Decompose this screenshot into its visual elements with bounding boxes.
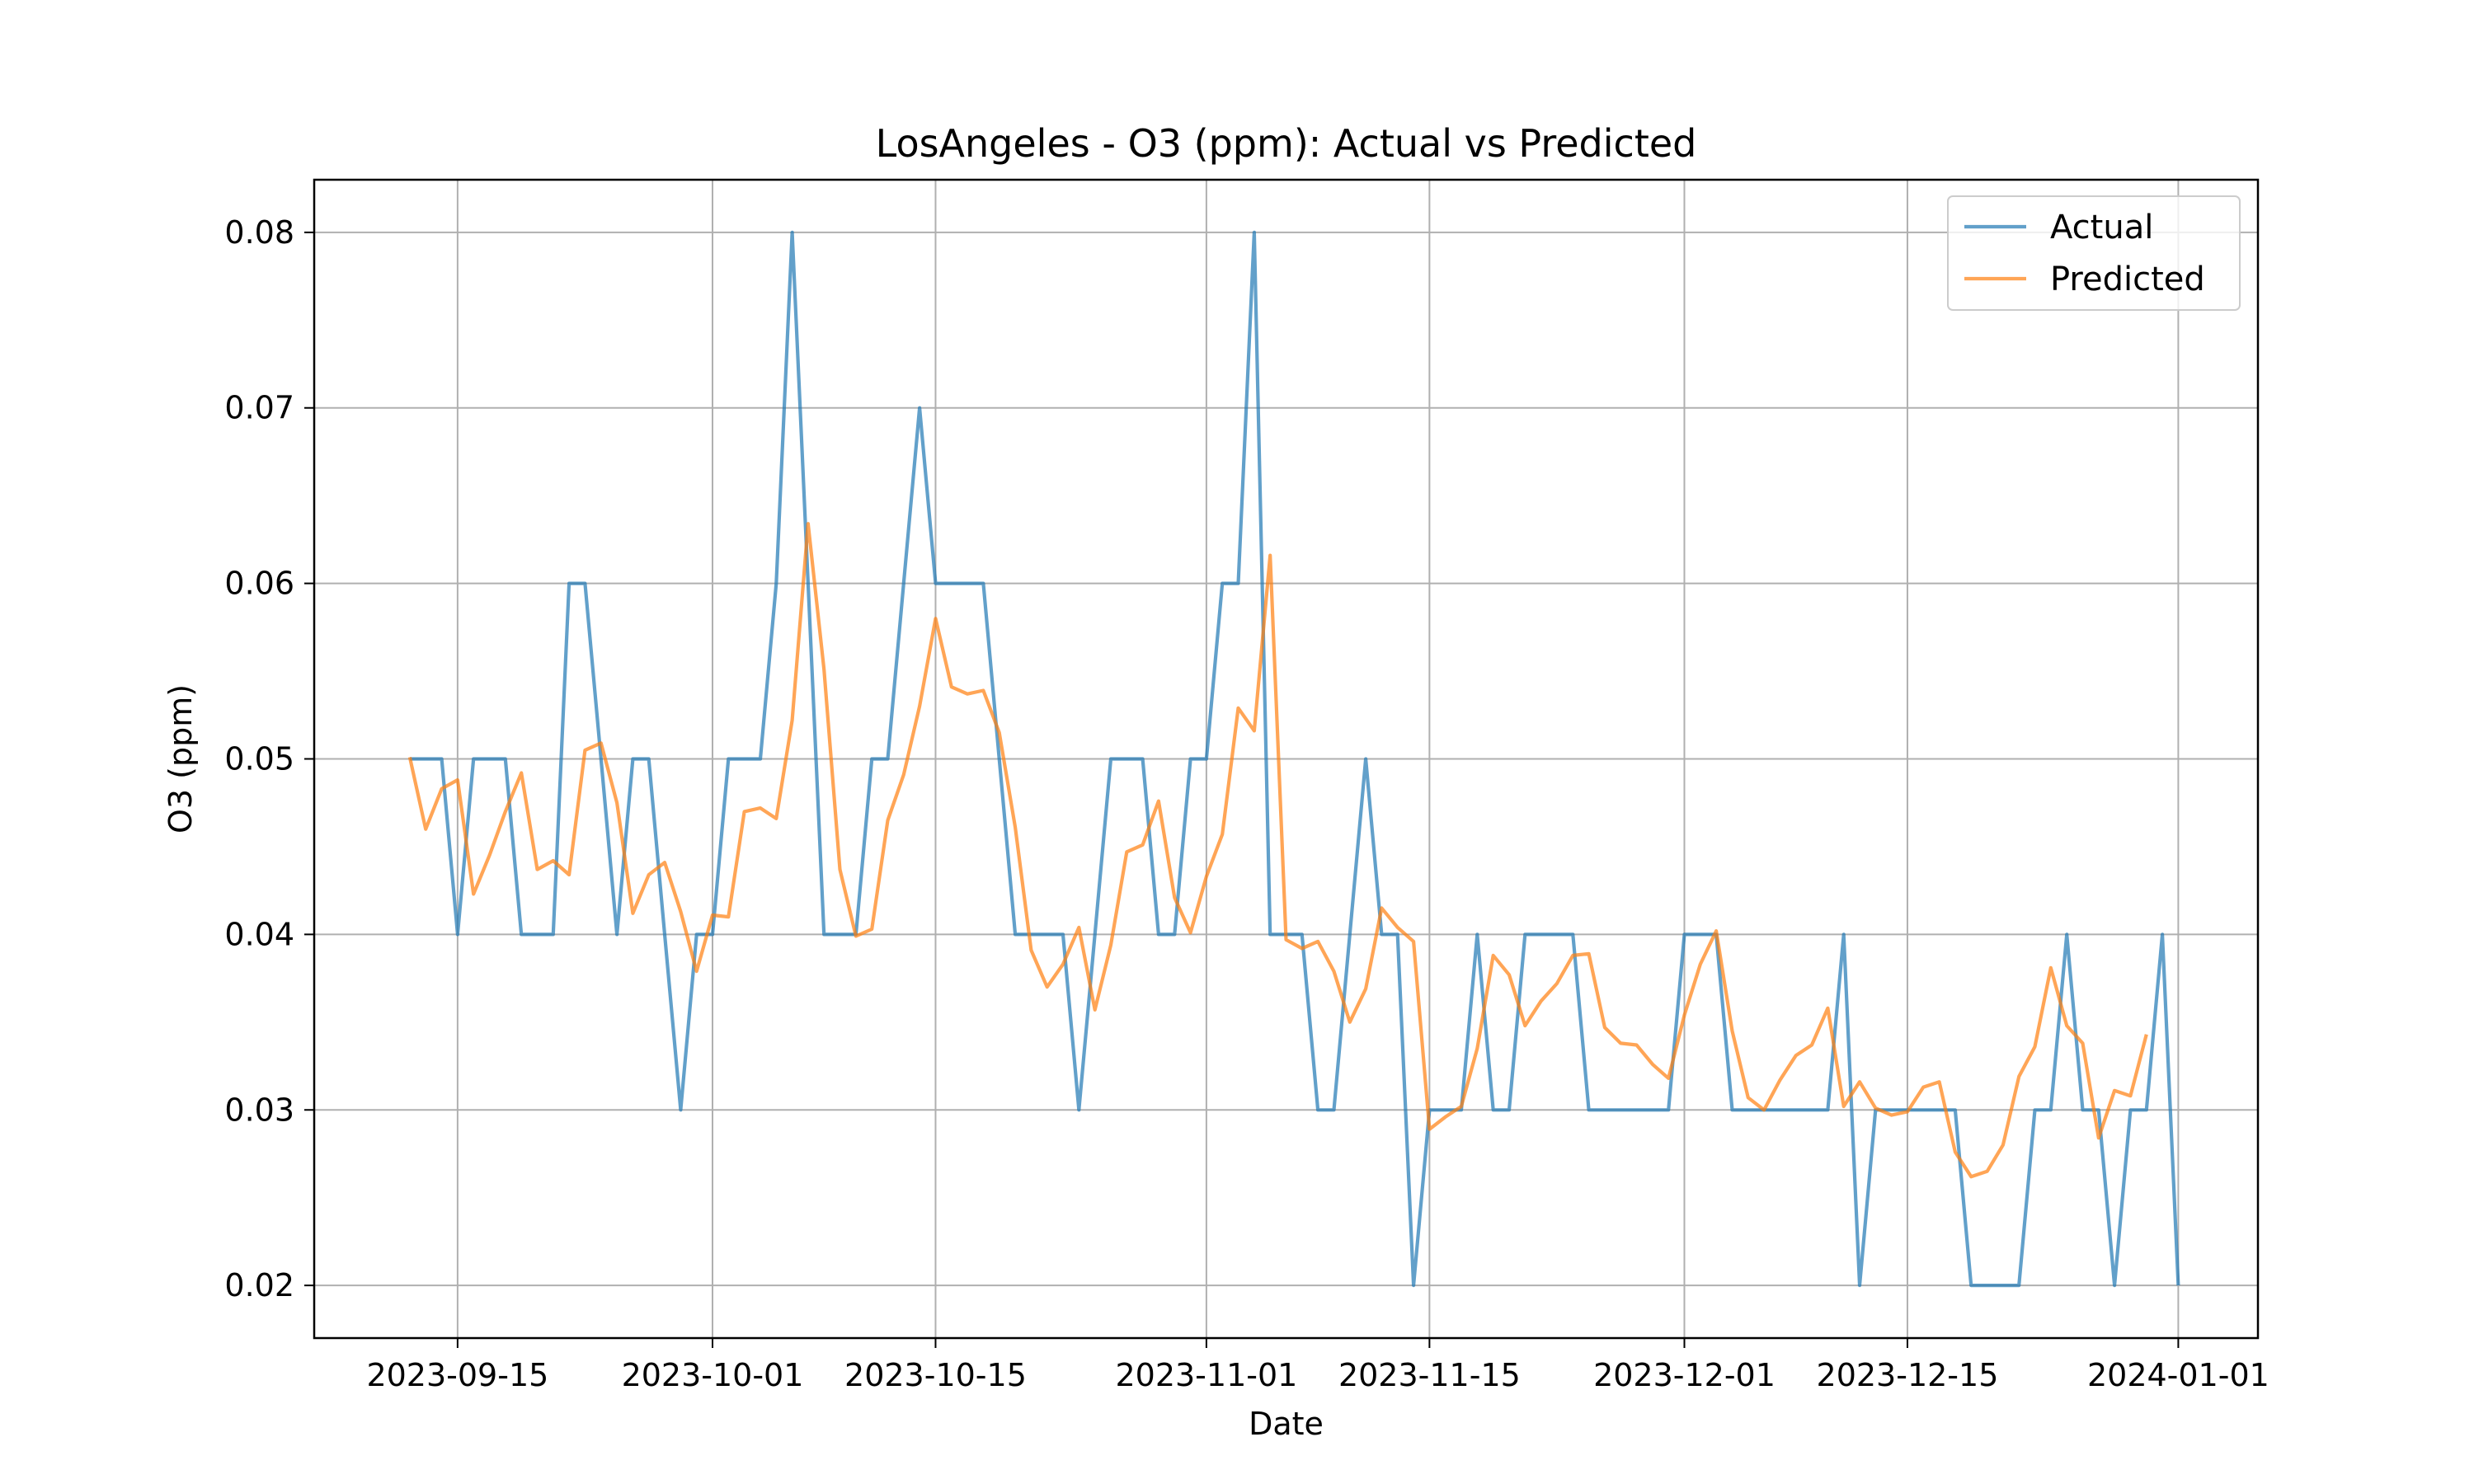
legend-label-actual: Actual [2050,209,2153,247]
y-axis-label: O3 (ppm) [162,684,199,834]
legend: Actual Predicted [1947,195,2241,311]
x-tick-label: 2023-11-15 [1338,1357,1521,1393]
legend-box [1947,195,2241,311]
y-tick-label: 0.08 [224,214,294,251]
series-line-predicted [407,522,2148,1179]
x-tick-label: 2023-12-01 [1593,1357,1776,1393]
y-tick-label: 0.04 [224,916,294,952]
y-axis-ticks: 0.02 0.03 0.04 0.05 0.06 0.07 0.08 [224,214,314,1303]
x-axis-ticks: 2023-09-15 2023-10-01 2023-10-15 2023-11-01… [366,1338,2269,1393]
x-tick-label: 2023-10-15 [844,1357,1027,1393]
x-tick-label: 2023-09-15 [366,1357,548,1393]
y-tick-label: 0.02 [224,1267,294,1303]
y-tick-label: 0.05 [224,741,294,777]
x-tick-label: 2023-12-15 [1817,1357,1999,1393]
chart-title: LosAngeles - O3 (ppm): Actual vs Predict… [876,121,1697,166]
plot-lines [407,230,2180,1288]
y-tick-label: 0.03 [224,1092,294,1128]
x-tick-label: 2024-01-01 [2087,1357,2269,1393]
legend-label-predicted: Predicted [2050,261,2205,298]
x-tick-label: 2023-10-01 [622,1357,804,1393]
x-axis-label: Date [1249,1406,1324,1442]
y-tick-label: 0.06 [224,566,294,602]
x-tick-label: 2023-11-01 [1115,1357,1297,1393]
y-tick-label: 0.07 [224,390,294,426]
